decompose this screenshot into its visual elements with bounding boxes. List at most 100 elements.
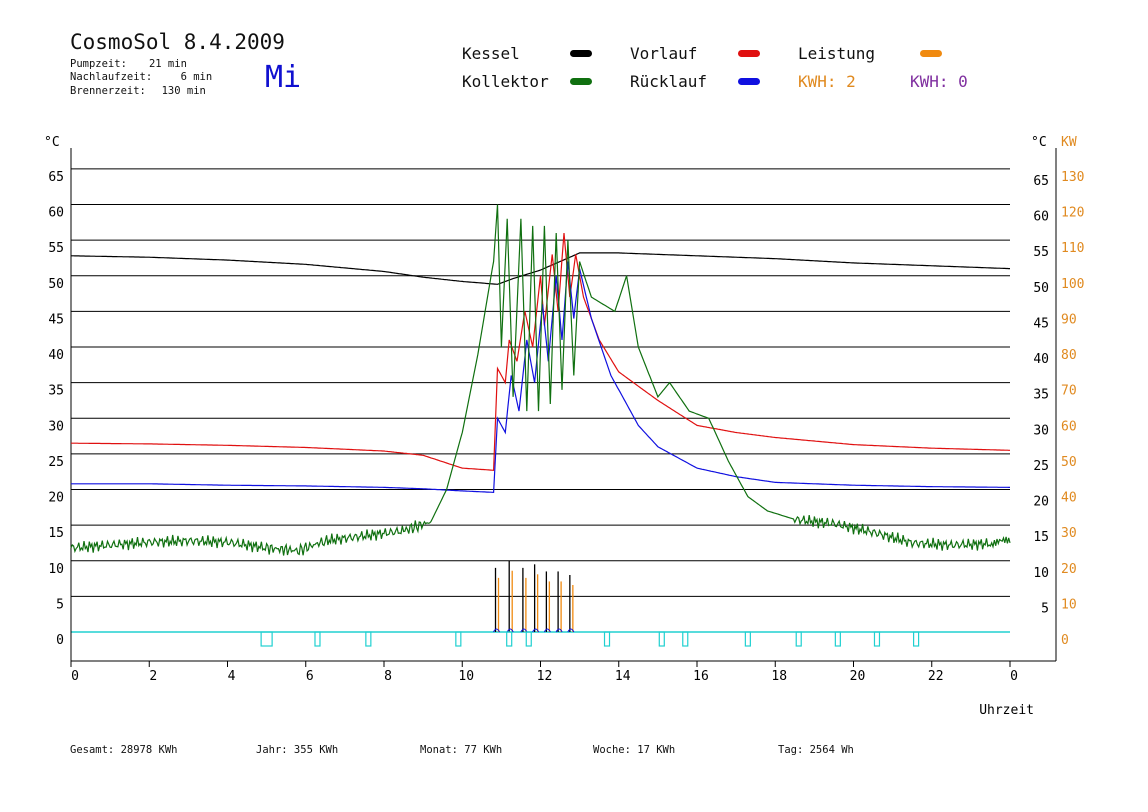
y-tick-label-right-temp: 15 xyxy=(1033,530,1049,545)
series-line-vorlauf xyxy=(71,232,1010,471)
y-tick-label-right-power: 130 xyxy=(1061,170,1084,185)
y-tick-label-right-power: 0 xyxy=(1061,633,1069,648)
chart-axes xyxy=(70,148,1057,667)
legend-leistung-label: Leistung xyxy=(798,44,876,63)
pump-marker xyxy=(795,631,802,647)
x-tick-label: 8 xyxy=(384,669,392,684)
info-label: Nachlaufzeit: xyxy=(70,71,153,83)
pump-marker xyxy=(912,631,920,647)
y-tick-label-right-power: 90 xyxy=(1061,312,1077,327)
y-tick-label-left: 10 xyxy=(48,562,64,577)
pump-marker xyxy=(744,631,751,647)
y-tick-label-left: 60 xyxy=(48,206,64,221)
leistung-blip xyxy=(520,628,528,633)
y-tick-label-right-temp: 30 xyxy=(1033,423,1049,438)
y-tick-label-left: 65 xyxy=(48,170,64,185)
y-tick-label-right-power: 120 xyxy=(1061,206,1084,221)
chart-series xyxy=(70,204,1011,556)
y-tick-label-right-power: 40 xyxy=(1061,491,1077,506)
y-tick-label-right-temp: 20 xyxy=(1033,495,1049,510)
x-tick-label: 0 xyxy=(71,669,79,684)
y-tick-label-left: 35 xyxy=(48,384,64,399)
x-tick-label: 12 xyxy=(537,669,553,684)
legend-vorlauf-label: Vorlauf xyxy=(630,44,698,63)
x-tick-label: 14 xyxy=(615,669,631,684)
chart-tick-labels: 0 2 4 6 8 10 12 14 16 18 20 22 0 Uhrzeit 0 5 10 15 20 25 30 3… xyxy=(44,135,1084,718)
x-tick-label: 6 xyxy=(306,669,314,684)
y-tick-label-right-temp: 60 xyxy=(1033,210,1049,225)
pump-marker xyxy=(658,631,665,647)
pump-marker xyxy=(525,631,532,647)
footer-jahr: Jahr: 355 KWh xyxy=(256,744,339,756)
legend-vorlauf-swatch xyxy=(738,50,760,57)
y-tick-label-left: 25 xyxy=(48,455,64,470)
leistung-blip xyxy=(567,628,575,633)
y-tick-label-right-temp: 25 xyxy=(1033,459,1049,474)
pump-marker xyxy=(603,631,611,647)
y-tick-label-right-power: 60 xyxy=(1061,419,1077,434)
leistung-blip xyxy=(493,628,500,633)
y-tick-label-right-power: 10 xyxy=(1061,597,1077,612)
y-tick-label-left: 45 xyxy=(48,312,64,327)
pump-marker xyxy=(365,631,372,647)
info-label: Brennerzeit: xyxy=(70,85,146,97)
x-tick-label: 0 xyxy=(1010,669,1018,684)
y-tick-label-right-power: 100 xyxy=(1061,277,1084,292)
y-tick-label-right-temp: 45 xyxy=(1033,316,1049,331)
y-tick-label-right-power: 50 xyxy=(1061,455,1077,470)
y-tick-label-right-power: 30 xyxy=(1061,526,1077,541)
x-tick-label: 4 xyxy=(228,669,236,684)
y-tick-label-right-temp: 10 xyxy=(1033,566,1049,581)
y-tick-label-right-power: 110 xyxy=(1061,241,1084,256)
y-tick-label-right-temp: 35 xyxy=(1033,388,1049,403)
series-line-kollektor xyxy=(70,204,1011,556)
leistung-blip xyxy=(532,628,540,633)
y-tick-label-left: 55 xyxy=(48,241,64,256)
y-axis-label-right-temp: °C xyxy=(1031,135,1047,150)
pump-marker xyxy=(314,631,321,647)
y-tick-label-right-temp: 65 xyxy=(1033,174,1049,189)
y-tick-label-left: 40 xyxy=(48,348,64,363)
info-value: 21 min xyxy=(148,58,187,70)
legend-kessel-label: Kessel xyxy=(462,44,520,63)
leistung-blip xyxy=(506,628,514,633)
footer-woche: Woche: 17 KWh xyxy=(593,744,676,756)
x-tick-label: 22 xyxy=(928,669,944,684)
footer-monat: Monat: 77 KWh xyxy=(420,744,503,756)
info-brennerzeit: Brennerzeit: 130 min xyxy=(70,85,206,97)
kwh-total-2: KWH: 0 xyxy=(910,72,968,91)
y-tick-label-right-temp: 50 xyxy=(1033,281,1049,296)
y-tick-label-right-power: 20 xyxy=(1061,562,1077,577)
chart-grid xyxy=(71,168,1010,633)
y-tick-label-left: 30 xyxy=(48,419,64,434)
footer-gesamt: Gesamt: 28978 KWh xyxy=(70,744,178,756)
footer-tag: Tag: 2564 Wh xyxy=(778,744,854,756)
y-tick-label-right-temp: 55 xyxy=(1033,245,1049,260)
chart-leistung-events xyxy=(260,560,920,647)
kwh-total-1: KWH: 2 xyxy=(798,72,856,91)
y-tick-label-left: 0 xyxy=(56,633,64,648)
weekday-label: Mi xyxy=(265,60,302,95)
pump-marker xyxy=(260,631,273,647)
y-tick-label-left: 15 xyxy=(48,526,64,541)
legend-kollektor-label: Kollektor xyxy=(462,72,549,91)
x-tick-label: 20 xyxy=(850,669,866,684)
y-tick-label-left: 20 xyxy=(48,491,64,506)
info-pumpzeit: Pumpzeit: 21 min xyxy=(70,58,187,70)
pump-marker xyxy=(873,631,881,647)
x-tick-label: 16 xyxy=(693,669,709,684)
y-tick-label-left: 5 xyxy=(56,597,64,612)
x-axis-label: Uhrzeit xyxy=(979,703,1034,718)
series-line-ruecklauf xyxy=(71,261,1010,494)
x-tick-label: 2 xyxy=(149,669,157,684)
y-tick-label-left: 50 xyxy=(48,277,64,292)
legend-kollektor-swatch xyxy=(570,78,592,85)
y-tick-label-right-temp: 5 xyxy=(1041,601,1049,616)
y-tick-label-right-power: 80 xyxy=(1061,348,1077,363)
info-value: 130 min xyxy=(161,85,206,97)
y-tick-label-right-temp: 40 xyxy=(1033,352,1049,367)
legend-leistung-swatch xyxy=(920,50,942,57)
legend-ruecklauf-label: Rücklauf xyxy=(630,72,708,91)
info-nachlaufzeit: Nachlaufzeit: 6 min xyxy=(70,71,212,83)
